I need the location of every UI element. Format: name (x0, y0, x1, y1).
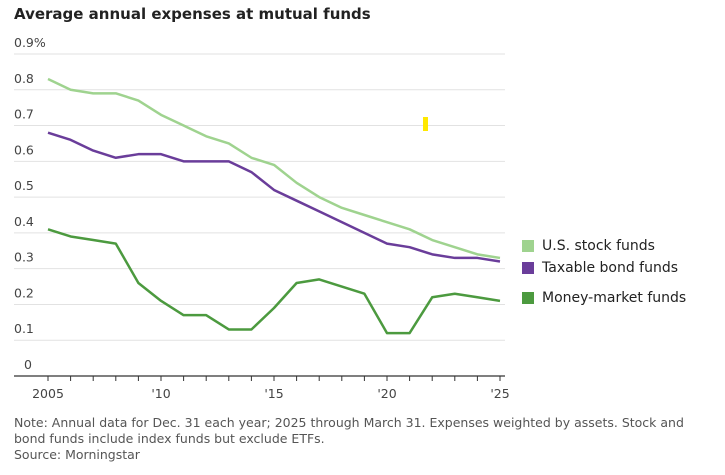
series-line (47, 228, 501, 335)
source-text: Source: Morningstar (14, 447, 140, 462)
legend-label: Taxable bond funds (542, 260, 679, 276)
legend-item-bond: Taxable bond funds (522, 260, 678, 276)
y-tick-label: 0.9% (14, 35, 46, 50)
y-tick-label: 0.5 (14, 178, 34, 193)
y-tick-label: 0.3 (14, 250, 34, 265)
x-tick-label: '25 (490, 386, 509, 401)
legend-label: Money-market funds (542, 290, 687, 306)
legend-swatch (522, 292, 534, 304)
note-text: Note: Annual data for Dec. 31 each year;… (14, 415, 684, 446)
x-tick-label: '10 (151, 386, 170, 401)
chart-title: Average annual expenses at mutual funds (14, 5, 371, 23)
y-tick-label: 0.7 (14, 107, 34, 122)
x-tick-label: '20 (377, 386, 396, 401)
y-tick-label: 0 (24, 357, 32, 372)
series-line (47, 131, 501, 263)
legend-swatch (522, 262, 534, 274)
yellow-marker (423, 117, 428, 131)
legend-item-money-market: Money-market funds (522, 290, 686, 306)
x-tick-label: 2005 (32, 386, 64, 401)
y-tick-label: 0.4 (14, 214, 34, 229)
x-tick-label: '15 (264, 386, 283, 401)
footnote: Note: Annual data for Dec. 31 each year;… (14, 415, 714, 463)
y-tick-label: 0.1 (14, 321, 34, 336)
y-tick-label: 0.2 (14, 285, 34, 300)
legend-item-stock: U.S. stock funds (522, 238, 655, 254)
legend-swatch (522, 240, 534, 252)
legend-label: U.S. stock funds (542, 238, 655, 254)
series-line (47, 77, 501, 260)
y-tick-label: 0.8 (14, 71, 34, 86)
y-tick-label: 0.6 (14, 142, 34, 157)
